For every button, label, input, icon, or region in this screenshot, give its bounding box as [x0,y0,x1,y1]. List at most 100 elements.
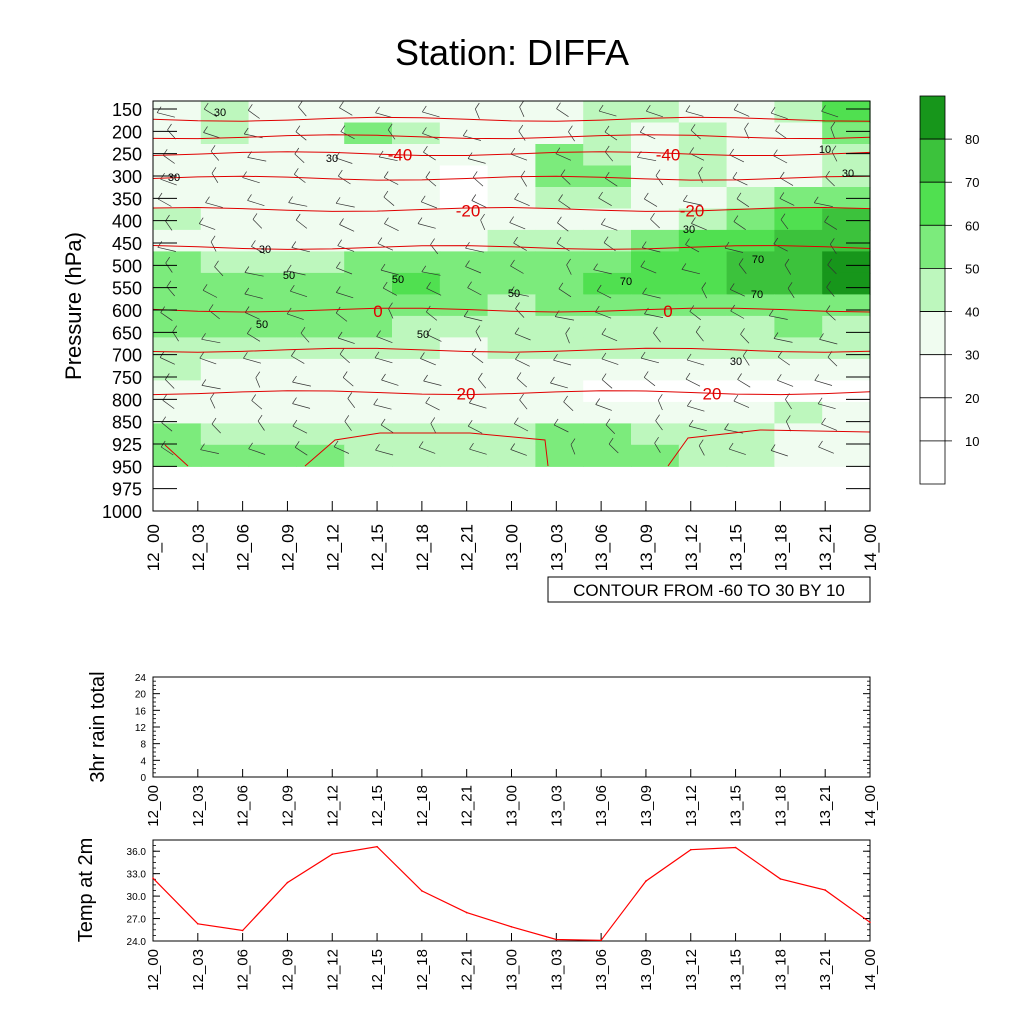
rh-cell [439,251,489,274]
temp-point [376,845,378,848]
wind-barb-flag [294,441,300,448]
rh-cell [296,144,345,167]
rh-cell [153,315,202,338]
wind-barb-flag [553,418,559,426]
wind-barb [211,173,219,183]
rh-cell [487,315,536,338]
wind-barb [655,420,663,431]
wind-barb [165,379,175,389]
rain-x-tick-label: 13_09 [638,785,655,827]
wind-barb-flag [556,102,561,109]
rh-contour-label: 30 [326,153,338,165]
temp-y-tick-label: 30.0 [127,892,147,903]
wind-barb-flag [601,352,607,360]
wind-barb-flag [519,100,524,108]
wind-barb-flag [773,332,779,339]
wind-barb-flag [654,437,659,444]
rh-cell [774,444,823,467]
wind-barb-flag [156,106,162,113]
temp-point [331,853,334,855]
wind-barb-flag [292,375,297,383]
wind-barb-flag [570,438,576,445]
main-y-tick-label: 850 [112,413,142,433]
wind-barb-flag [292,397,297,404]
wind-barb-flag [510,148,516,155]
wind-barb-flag [509,286,515,293]
wind-barb [342,377,354,387]
wind-barb [374,357,393,364]
wind-barb-flag [724,423,729,430]
rain-x-tick-label: 12_06 [235,785,252,827]
rh-cell [153,423,202,446]
main-y-tick-label: 600 [112,301,142,321]
rh-cell [631,187,680,210]
wind-barb-flag [655,414,660,421]
rh-cell [200,423,250,446]
wind-barb [681,269,700,275]
wind-barb [644,198,658,207]
rh-contour-label: 70 [752,254,764,266]
wind-barb-flag [738,258,744,265]
wind-barb [292,403,311,409]
wind-barb-flag [338,169,343,177]
main-y-tick-label: 350 [112,189,142,209]
rh-cell [487,423,536,446]
wind-barb [686,359,705,366]
wind-barb-flag [462,129,468,136]
rh-cell [535,251,584,274]
wind-barb [689,311,702,321]
rh-cell [583,423,632,446]
rh-cell [822,144,871,167]
wind-barb [643,377,656,387]
wind-barb [777,379,794,387]
wind-barb-flag [779,192,785,199]
wind-barb-flag [203,126,208,133]
wind-barb [510,449,527,456]
wind-barb [423,380,442,386]
wind-barb [243,357,261,364]
wind-barb-flag [688,419,694,427]
rh-cell [774,358,823,381]
main-x-axis: 12_00 12_03 12_06 12_09 12_12 12_15 12_18 12_21… [144,501,880,571]
colorbar-label: 30 [965,348,979,363]
main-y-tick-label: 550 [112,279,142,299]
main-x-tick-label: 12_09 [278,524,297,571]
wind-barb [701,288,708,299]
wind-barb-flag [515,353,520,360]
rh-cell [583,101,632,124]
wind-barb [826,287,835,297]
wind-barb-flag [200,443,205,450]
rh-cell [392,187,441,210]
wind-barb [598,197,612,207]
rh-cell [487,380,536,403]
wind-barb [247,157,267,162]
rh-cell [726,401,775,424]
wind-barb-flag [773,237,779,245]
wind-barb-flag [729,148,734,156]
rh-cell [583,315,632,338]
wind-barb [777,356,791,366]
wind-barb-flag [695,325,701,333]
rh-cell [200,358,250,381]
wind-barb-flag [683,194,688,202]
wind-barb [814,380,833,386]
wind-barb-flag [685,372,691,380]
wind-barb [205,202,223,208]
wind-barb [640,131,656,140]
wind-barb [160,312,173,321]
wind-barb-flag [520,170,526,177]
wind-barb-flag [339,101,344,108]
wind-barb-flag [685,105,691,112]
wind-barb-flag [425,171,431,178]
wind-barb-flag [339,218,344,225]
rh-cell [344,187,393,210]
wind-barb [339,353,350,364]
rh-cell [822,401,871,424]
wind-barb [295,131,307,141]
wind-barb-flag [655,169,661,176]
wind-barb [480,219,486,231]
wind-barb-flag [210,392,215,399]
wind-barb-flag [736,192,742,199]
wind-barb [557,222,569,232]
wind-barb [420,358,436,366]
